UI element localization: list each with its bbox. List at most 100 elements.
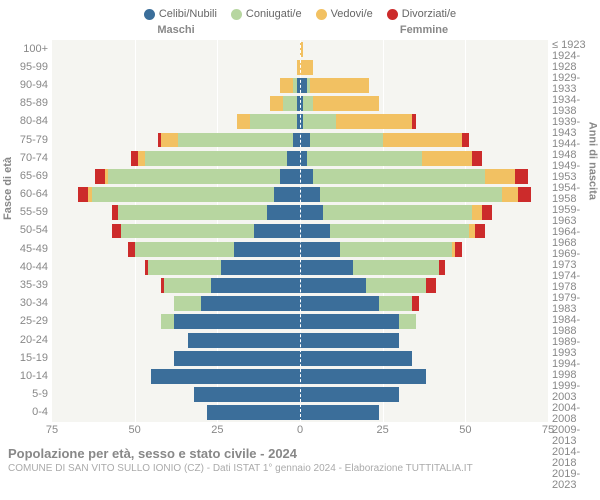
legend: Celibi/Nubili Coniugati/e Vedovi/e Divorzia… — [0, 0, 600, 24]
birth-tick: 1924-1928 — [548, 51, 600, 73]
bar-segment — [300, 351, 412, 366]
bar-segment — [313, 96, 379, 111]
birth-tick: 2014-2018 — [548, 447, 600, 469]
bar-segment — [112, 205, 119, 220]
legend-swatch — [144, 9, 155, 20]
birth-tick: 1934-1938 — [548, 95, 600, 117]
birth-tick: 2019-2023 — [548, 469, 600, 491]
bar-segment — [502, 187, 519, 202]
bar-segment — [274, 187, 300, 202]
header-labels: Maschi Femmine — [0, 24, 600, 40]
x-ticks: 7550250255075 — [52, 422, 548, 440]
bar-segment — [280, 169, 300, 184]
bar-segment — [330, 224, 469, 239]
bar-segment — [455, 242, 462, 257]
age-tick: 10-14 — [0, 367, 52, 385]
age-tick: 0-4 — [0, 404, 52, 422]
bar-segment — [164, 278, 210, 293]
legend-label: Coniugati/e — [246, 8, 302, 20]
bar-segment — [472, 205, 482, 220]
bar-segment — [108, 169, 280, 184]
bar-segment — [145, 151, 287, 166]
bar-segment — [336, 114, 412, 129]
bar-segment — [128, 242, 135, 257]
bar-segment — [161, 314, 174, 329]
legend-label: Divorziati/e — [402, 8, 456, 20]
age-tick: 30-34 — [0, 295, 52, 313]
bar-segment — [462, 133, 469, 148]
birth-tick: 1974-1978 — [548, 271, 600, 293]
birth-tick: 1979-1983 — [548, 293, 600, 315]
bar-segment — [135, 242, 234, 257]
bar-segment — [293, 133, 300, 148]
bar-segment — [300, 278, 366, 293]
bar-segment — [300, 296, 379, 311]
bar-segment — [112, 224, 122, 239]
x-tick: 0 — [297, 424, 303, 436]
x-tick: 50 — [129, 424, 141, 436]
bar-segment — [412, 296, 419, 311]
center-line — [300, 40, 301, 422]
age-tick: 75-79 — [0, 131, 52, 149]
bar-segment — [280, 78, 293, 93]
bar-segment — [300, 205, 323, 220]
bar-segment — [303, 114, 336, 129]
bar-segment — [515, 169, 528, 184]
age-tick: 80-84 — [0, 113, 52, 131]
x-axis: 7550250255075 — [0, 422, 600, 440]
bar-segment — [353, 260, 439, 275]
chart-subtitle: COMUNE DI SAN VITO SULLO IONIO (CZ) - Da… — [8, 461, 592, 474]
bar-segment — [207, 405, 300, 420]
age-tick: 50-54 — [0, 222, 52, 240]
bar-segment — [300, 224, 330, 239]
legend-label: Vedovi/e — [331, 8, 373, 20]
bar-segment — [300, 60, 313, 75]
bar-segment — [254, 224, 300, 239]
footer: Popolazione per età, sesso e stato civil… — [0, 440, 600, 474]
bar-segment — [131, 151, 138, 166]
age-tick: 85-89 — [0, 95, 52, 113]
bar-segment — [310, 133, 383, 148]
bar-segment — [300, 314, 399, 329]
bar-segment — [399, 314, 416, 329]
bar-segment — [151, 369, 300, 384]
birth-tick: 1989-1993 — [548, 337, 600, 359]
birth-tick: 1929-1933 — [548, 73, 600, 95]
bar-segment — [178, 133, 294, 148]
bar-segment — [412, 114, 415, 129]
bar-segment — [300, 369, 426, 384]
bar-segment — [366, 278, 426, 293]
age-tick: 25-29 — [0, 313, 52, 331]
bar-segment — [300, 260, 353, 275]
bar-segment — [307, 151, 423, 166]
age-tick: 40-44 — [0, 258, 52, 276]
bar-segment — [221, 260, 300, 275]
bar-segment — [310, 78, 370, 93]
y-left-title: Fasce di età — [2, 157, 14, 220]
bar-segment — [469, 224, 476, 239]
legend-item: Vedovi/e — [316, 8, 373, 20]
bar-segment — [383, 133, 462, 148]
bar-segment — [138, 151, 145, 166]
birth-tick: 1959-1963 — [548, 205, 600, 227]
age-tick: 45-49 — [0, 240, 52, 258]
bar-segment — [426, 278, 436, 293]
bar-segment — [485, 169, 515, 184]
y-axis-right: ≤ 19231924-19281929-19331934-19381939-19… — [548, 40, 600, 422]
bar-segment — [194, 387, 300, 402]
bar-segment — [250, 114, 296, 129]
y-axis-left: 100+95-9990-9485-8980-8475-7970-7465-696… — [0, 40, 52, 422]
bar-segment — [148, 260, 221, 275]
bar-segment — [300, 169, 313, 184]
bar-segment — [211, 278, 300, 293]
bar-segment — [300, 133, 310, 148]
bar-segment — [439, 260, 446, 275]
bar-segment — [300, 333, 399, 348]
legend-label: Celibi/Nubili — [159, 8, 217, 20]
age-tick: 90-94 — [0, 76, 52, 94]
birth-tick: 1994-1998 — [548, 359, 600, 381]
bar-segment — [174, 314, 300, 329]
bar-segment — [320, 187, 502, 202]
birth-tick: 1984-1988 — [548, 315, 600, 337]
bar-segment — [161, 133, 178, 148]
